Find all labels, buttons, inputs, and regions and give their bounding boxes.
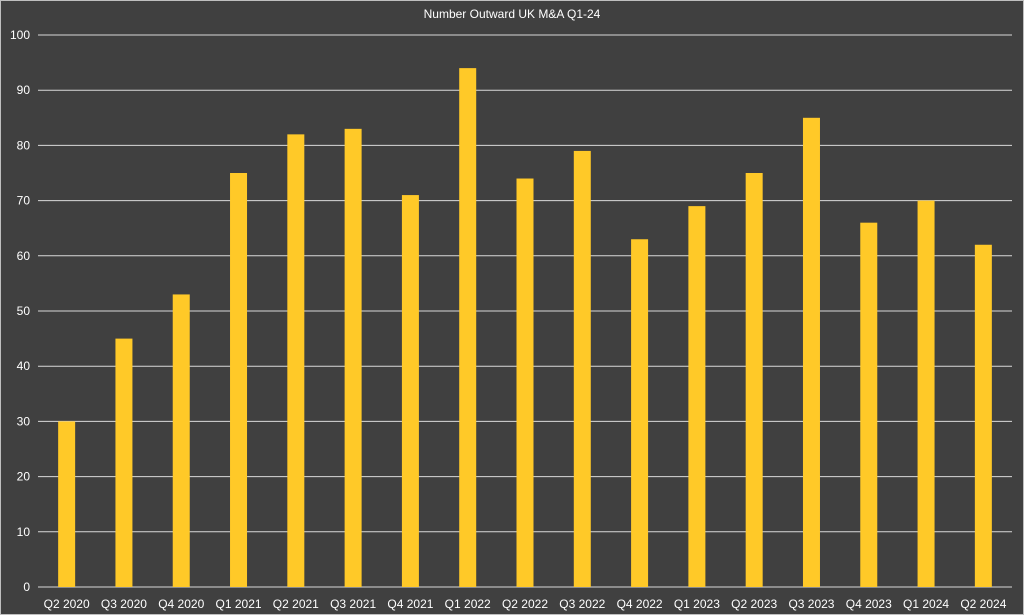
chart-title: Number Outward UK M&A Q1-24 [423,7,601,21]
x-tick-label: Q2 2023 [731,597,777,611]
bar-q3-2022 [573,150,591,588]
y-tick-label: 40 [17,359,31,373]
x-tick-label: Q3 2023 [788,597,834,611]
bar-q2-2020 [58,421,76,587]
x-tick-label: Q4 2020 [158,597,204,611]
bar-q4-2020 [172,294,190,587]
x-tick-label: Q3 2020 [101,597,147,611]
y-tick-label: 50 [17,304,31,318]
x-tick-label: Q4 2022 [617,597,663,611]
bar-q1-2024 [917,200,935,587]
x-tick-label: Q2 2022 [502,597,548,611]
y-tick-label: 100 [10,28,30,42]
bar-q1-2021 [230,173,248,587]
bar-q2-2023 [745,173,763,587]
y-tick-label: 0 [23,580,30,594]
x-tick-label: Q2 2024 [960,597,1006,611]
y-tick-label: 10 [17,525,31,539]
bar-q4-2023 [860,222,878,587]
x-tick-label: Q1 2024 [903,597,949,611]
bar-q3-2020 [115,338,133,587]
x-tick-label: Q1 2022 [445,597,491,611]
bar-q4-2022 [631,239,649,588]
y-tick-label: 30 [17,414,31,428]
y-tick-label: 60 [17,249,31,263]
y-tick-label: 90 [17,83,31,97]
x-tick-label: Q4 2021 [387,597,433,611]
y-tick-label: 70 [17,194,31,208]
y-tick-label: 20 [17,470,31,484]
x-tick-label: Q2 2021 [273,597,319,611]
bar-q2-2021 [287,134,305,588]
bar-q4-2021 [401,195,419,587]
bar-q2-2024 [974,244,992,587]
bar-q3-2021 [344,128,362,587]
x-tick-label: Q3 2021 [330,597,376,611]
x-tick-label: Q4 2023 [846,597,892,611]
x-tick-label: Q2 2020 [44,597,90,611]
x-tick-label: Q1 2021 [216,597,262,611]
bar-q2-2022 [516,178,534,587]
y-tick-label: 80 [17,138,31,152]
bar-q3-2023 [802,117,820,588]
bar-q1-2023 [688,206,706,587]
x-tick-label: Q1 2023 [674,597,720,611]
x-tick-label: Q3 2022 [559,597,605,611]
bar-q1-2022 [459,68,477,588]
